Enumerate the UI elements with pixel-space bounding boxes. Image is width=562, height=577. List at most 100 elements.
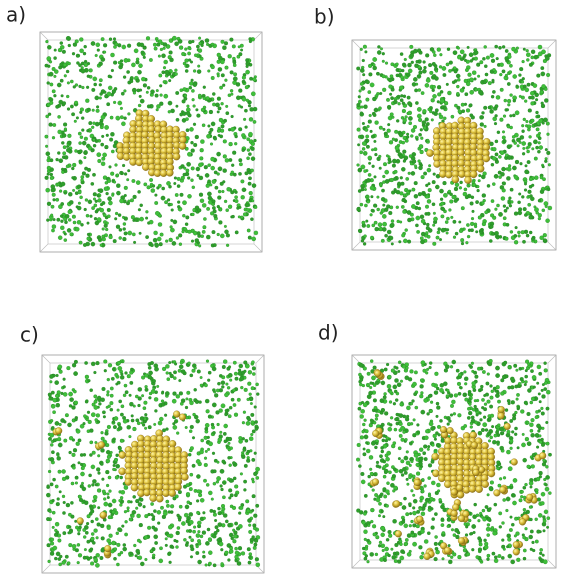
solvent-particle — [360, 68, 365, 73]
solvent-particle — [128, 517, 133, 522]
cluster-sphere — [168, 489, 176, 497]
solvent-particle — [514, 384, 519, 389]
solvent-particle — [401, 140, 406, 145]
solvent-particle — [130, 367, 134, 372]
solvent-particle — [380, 238, 385, 243]
solvent-particle — [212, 431, 216, 435]
solvent-particle — [202, 511, 206, 515]
solvent-particle — [494, 152, 499, 157]
solvent-particle — [505, 496, 511, 502]
solvent-particle — [378, 501, 382, 506]
solvent-particle — [53, 94, 57, 98]
solvent-particle — [61, 560, 66, 565]
solvent-particle — [46, 165, 52, 171]
solvent-particle — [423, 171, 428, 176]
solvent-particle — [60, 181, 66, 187]
solvent-particle — [431, 517, 435, 521]
solvent-particle — [414, 405, 419, 410]
solvent-particle — [51, 89, 56, 94]
solvent-particle — [472, 70, 477, 75]
solvent-particle — [391, 474, 396, 479]
solvent-particle — [101, 489, 106, 494]
cluster-sphere — [457, 537, 466, 545]
solvent-particle — [400, 425, 405, 431]
solvent-particle — [104, 181, 109, 185]
solvent-particle — [401, 62, 407, 67]
solvent-particle — [361, 141, 367, 146]
solvent-particle — [420, 409, 426, 415]
solvent-particle — [97, 237, 102, 241]
solvent-particle — [379, 492, 384, 497]
cluster-sphere — [76, 517, 84, 525]
solvent-particle — [416, 48, 422, 53]
solvent-particle — [498, 155, 502, 159]
solvent-particle — [479, 115, 484, 120]
solvent-particle — [502, 547, 506, 551]
solvent-particle — [489, 109, 494, 114]
solvent-particle — [470, 361, 474, 365]
solvent-particle — [222, 168, 227, 173]
solvent-particle — [86, 107, 91, 112]
solvent-particle — [115, 224, 121, 229]
solvent-particle — [228, 463, 232, 467]
solvent-particle — [369, 359, 374, 363]
solvent-particle — [108, 165, 112, 169]
solvent-particle — [175, 117, 180, 122]
solvent-particle — [495, 373, 500, 378]
solvent-particle — [137, 103, 142, 108]
solvent-particle — [530, 55, 535, 60]
solvent-particle — [356, 442, 361, 448]
solvent-particle — [216, 110, 220, 114]
solvent-particle — [117, 100, 123, 106]
solvent-particle — [121, 121, 126, 127]
solvent-particle — [223, 199, 228, 204]
solvent-particle — [234, 195, 238, 200]
cluster-sphere — [497, 412, 505, 420]
solvent-particle — [107, 502, 113, 508]
solvent-particle — [446, 47, 451, 51]
solvent-particle — [540, 388, 544, 392]
solvent-particle — [68, 450, 72, 455]
solvent-particle — [155, 39, 159, 43]
solvent-particle — [76, 61, 80, 65]
solvent-particle — [404, 115, 408, 119]
solvent-particle — [79, 48, 84, 54]
solvent-particle — [418, 165, 423, 171]
solvent-particle — [193, 142, 198, 148]
solvent-particle — [90, 412, 96, 418]
solvent-particle — [253, 451, 257, 455]
solvent-particle — [528, 534, 533, 540]
solvent-particle — [450, 114, 455, 119]
solvent-particle — [154, 201, 159, 205]
solvent-particle — [136, 513, 141, 519]
solvent-particle — [250, 146, 255, 151]
cluster-sphere — [394, 530, 402, 538]
solvent-particle — [363, 188, 367, 191]
solvent-particle — [246, 458, 251, 463]
solvent-particle — [434, 69, 439, 73]
solvent-particle — [98, 83, 102, 87]
solvent-particle — [196, 510, 200, 515]
box-edge — [547, 241, 557, 251]
solvent-particle — [399, 402, 404, 407]
solvent-particle — [485, 55, 490, 60]
solvent-particle — [356, 163, 360, 167]
solvent-particle — [61, 133, 67, 138]
solvent-particle — [356, 102, 361, 108]
cluster-sphere — [393, 500, 401, 508]
solvent-particle — [122, 227, 126, 231]
solvent-particle — [173, 376, 177, 380]
cluster-sphere — [539, 452, 547, 460]
solvent-particle — [196, 231, 201, 236]
solvent-particle — [225, 382, 229, 386]
solvent-particle — [499, 150, 505, 155]
cluster-sphere — [451, 175, 460, 184]
solvent-particle — [153, 46, 158, 51]
solvent-particle — [200, 107, 205, 112]
solvent-particle — [365, 219, 369, 223]
solvent-particle — [417, 159, 421, 163]
solvent-particle — [234, 199, 239, 204]
solvent-particle — [203, 456, 208, 460]
solvent-particle — [67, 61, 71, 66]
solvent-particle — [362, 447, 366, 451]
